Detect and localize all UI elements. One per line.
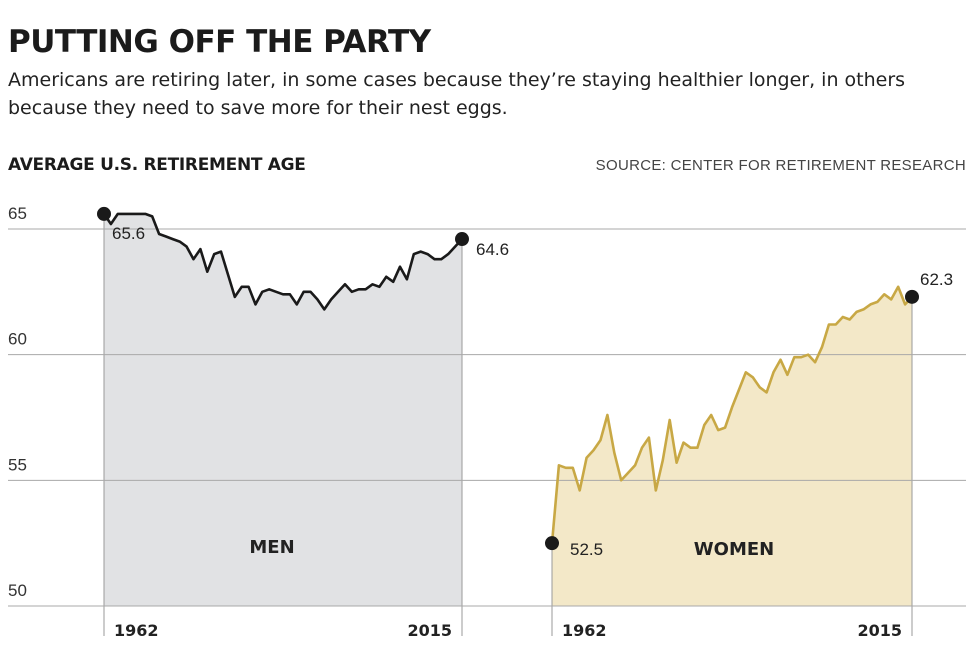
men-series-line	[102, 212, 464, 311]
women-series-line	[550, 285, 914, 545]
men-end-value-label: 64.6	[476, 240, 509, 259]
page-title: PUTTING OFF THE PARTY	[8, 24, 431, 60]
y-tick-label-55: 55	[8, 455, 27, 474]
y-tick-label-50: 50	[8, 581, 27, 600]
men-end-marker	[455, 232, 469, 247]
women-end-value-label: 62.3	[920, 270, 953, 289]
women-area	[552, 286, 912, 606]
women-start-value-label: 52.5	[570, 540, 603, 559]
men-start-marker	[97, 206, 111, 221]
men-panel-label: MEN	[249, 537, 294, 558]
men-area	[104, 213, 462, 606]
women-x-tick-start: 1962	[562, 621, 607, 640]
men-x-tick-end: 2015	[407, 621, 452, 640]
y-tick-label-60: 60	[8, 330, 27, 349]
women-start-marker	[545, 536, 559, 551]
chart-title: AVERAGE U.S. RETIREMENT AGE	[8, 155, 306, 175]
women-panel-label: WOMEN	[694, 539, 774, 560]
page-subtitle: Americans are retiring later, in some ca…	[8, 69, 906, 119]
y-tick-label-65: 65	[8, 204, 27, 223]
men-start-value-label: 65.6	[112, 224, 145, 243]
chart-source: SOURCE: CENTER FOR RETIREMENT RESEARCH	[595, 157, 966, 174]
women-end-marker	[905, 289, 919, 304]
women-x-tick-end: 2015	[857, 621, 902, 640]
men-x-tick-start: 1962	[114, 621, 159, 640]
